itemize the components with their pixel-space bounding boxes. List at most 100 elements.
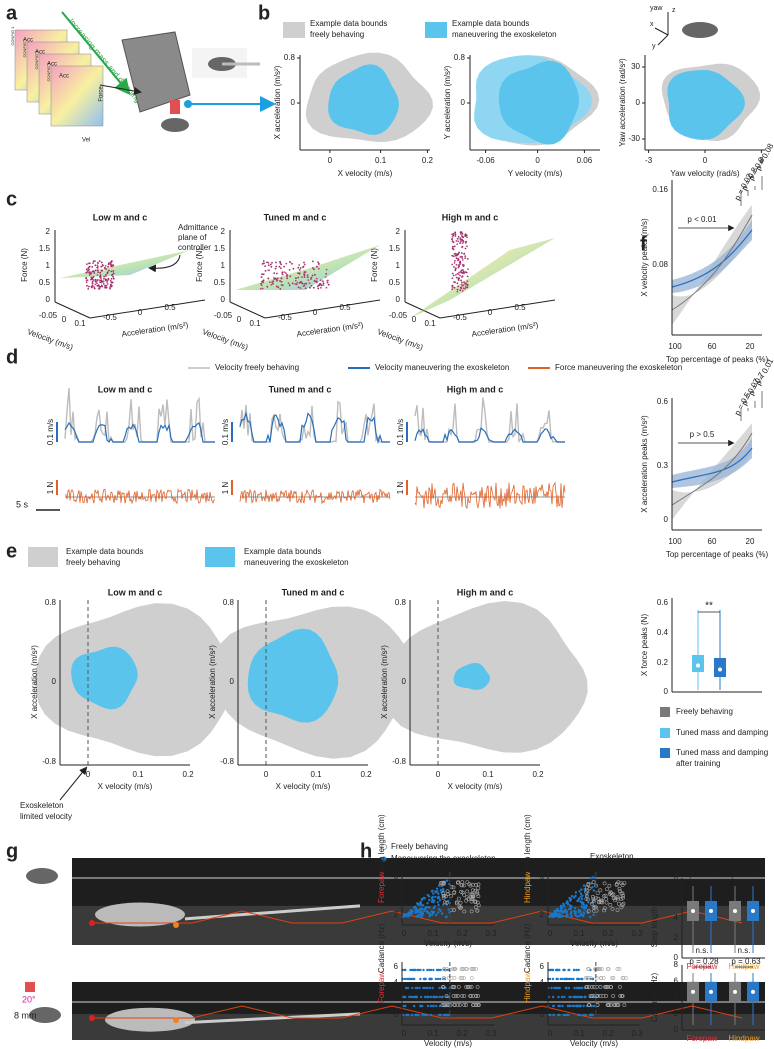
y-axis-label: X acceleration (m/s²) (380, 645, 389, 719)
scatter-dot (270, 265, 273, 268)
scatter-dot (582, 884, 586, 887)
scatter-dot (421, 1013, 424, 1017)
scatter-dot (556, 986, 559, 990)
scatter-dot (453, 255, 455, 258)
scatter-dot (462, 909, 467, 914)
scatter-dot (455, 880, 460, 885)
x-tick-label: 0.2 (360, 770, 372, 779)
scatter-dot (301, 276, 303, 278)
y-axis-label: Cadance (Hz) (650, 972, 659, 1022)
scatter-dot (461, 242, 464, 245)
scatter-dot (98, 286, 101, 289)
scatter-dot (611, 994, 616, 998)
scatter-dot (429, 995, 433, 999)
x-axis-label: Velocity (m/s) (201, 327, 250, 352)
scatter-dot (564, 910, 567, 913)
scatter-dot (591, 1013, 594, 1017)
scatter-dot (411, 995, 414, 999)
x-axis-label: Velocity (m/s) (424, 939, 472, 948)
scatter-dot (96, 274, 99, 276)
axis-line (264, 299, 381, 319)
scatter-dot (580, 897, 584, 901)
x-tick-label: 0.2 (456, 929, 468, 938)
scatter-dot (569, 1004, 572, 1008)
scatter-dot (426, 902, 429, 905)
x-tick-label: 0 (402, 1029, 407, 1038)
scatter-dot (326, 281, 329, 284)
scale-label: 0.1 m/s (46, 419, 55, 445)
scatter-dot (312, 260, 314, 263)
paw-label: Forepaw (377, 972, 386, 1003)
scatter-dot (438, 1004, 442, 1008)
scatter-dot (469, 976, 474, 980)
scatter-dot (419, 968, 422, 972)
y-tick-label: 4 (540, 891, 545, 900)
scatter-dot (313, 268, 315, 271)
legend-text: Freely behaving (676, 707, 733, 716)
scatter-dot (471, 1003, 476, 1007)
mean (718, 667, 722, 672)
scatter-dot (100, 277, 102, 280)
y-tick-label: 0 (488, 308, 493, 317)
scatter-dot (621, 901, 626, 906)
scatter-dot (422, 904, 425, 907)
scatter-dot (452, 274, 455, 277)
scatter-dot (599, 900, 603, 905)
x-tick-label: -0.05 (39, 311, 58, 320)
scatter-dot (579, 892, 583, 895)
axis-line (229, 301, 266, 319)
scatter-dot (285, 272, 287, 274)
scatter-dot (418, 914, 422, 917)
scatter-dot (599, 898, 604, 903)
scatter-dot (576, 977, 580, 981)
scatter-dot (437, 908, 441, 911)
scatter-dot (91, 286, 93, 289)
x-tick-label: 0.3 (631, 929, 643, 938)
scatter-dot (322, 280, 324, 283)
scatter-dot (289, 261, 292, 264)
scatter-dot (431, 898, 434, 902)
scatter-dot (464, 235, 467, 238)
scatter-dot (423, 986, 426, 990)
scatter-dot (96, 279, 99, 281)
scatter-dot (456, 290, 459, 293)
legend-text: Tuned mass and damping (676, 728, 768, 737)
scatter-dot (455, 257, 458, 260)
curve (671, 447, 753, 483)
scatter-dot (586, 1003, 591, 1007)
scatter-dot (274, 277, 277, 280)
scatter-dot (275, 285, 278, 288)
stat-label: n.s. (696, 859, 709, 868)
scatter-dot (461, 259, 464, 261)
scatter-dot (456, 288, 459, 291)
scatter-dot (561, 977, 564, 981)
z-axis-label: Force (N) (370, 248, 379, 282)
scatter-dot (567, 986, 571, 990)
scatter-dot (101, 269, 103, 272)
scatter-dot (432, 1004, 435, 1008)
scatter-dot (415, 995, 419, 999)
scatter-dot (97, 271, 100, 273)
scatter-dot (420, 995, 423, 999)
scatter-dot (585, 894, 588, 897)
scatter-dot (104, 265, 107, 267)
scatter-dot (441, 976, 446, 980)
scatter-dot (275, 265, 278, 268)
scatter-dot (464, 283, 467, 286)
scatter-dot (584, 885, 589, 890)
scatter-dot (295, 277, 297, 280)
scatter-dot (306, 276, 309, 278)
scatter-dot (92, 279, 95, 282)
scatter-dot (107, 265, 109, 268)
y-tick-label: 30 (631, 62, 640, 71)
arrow (59, 766, 88, 801)
scatter-dot (276, 272, 278, 275)
legend-swatch (660, 707, 670, 717)
scatter-dot (99, 281, 102, 284)
scatter-dot (93, 260, 96, 262)
scatter-dot (275, 261, 277, 264)
scatter-dot (574, 914, 577, 917)
scatter-dot (315, 277, 318, 280)
scatter-dot (458, 976, 463, 980)
scatter-dot (440, 912, 444, 915)
